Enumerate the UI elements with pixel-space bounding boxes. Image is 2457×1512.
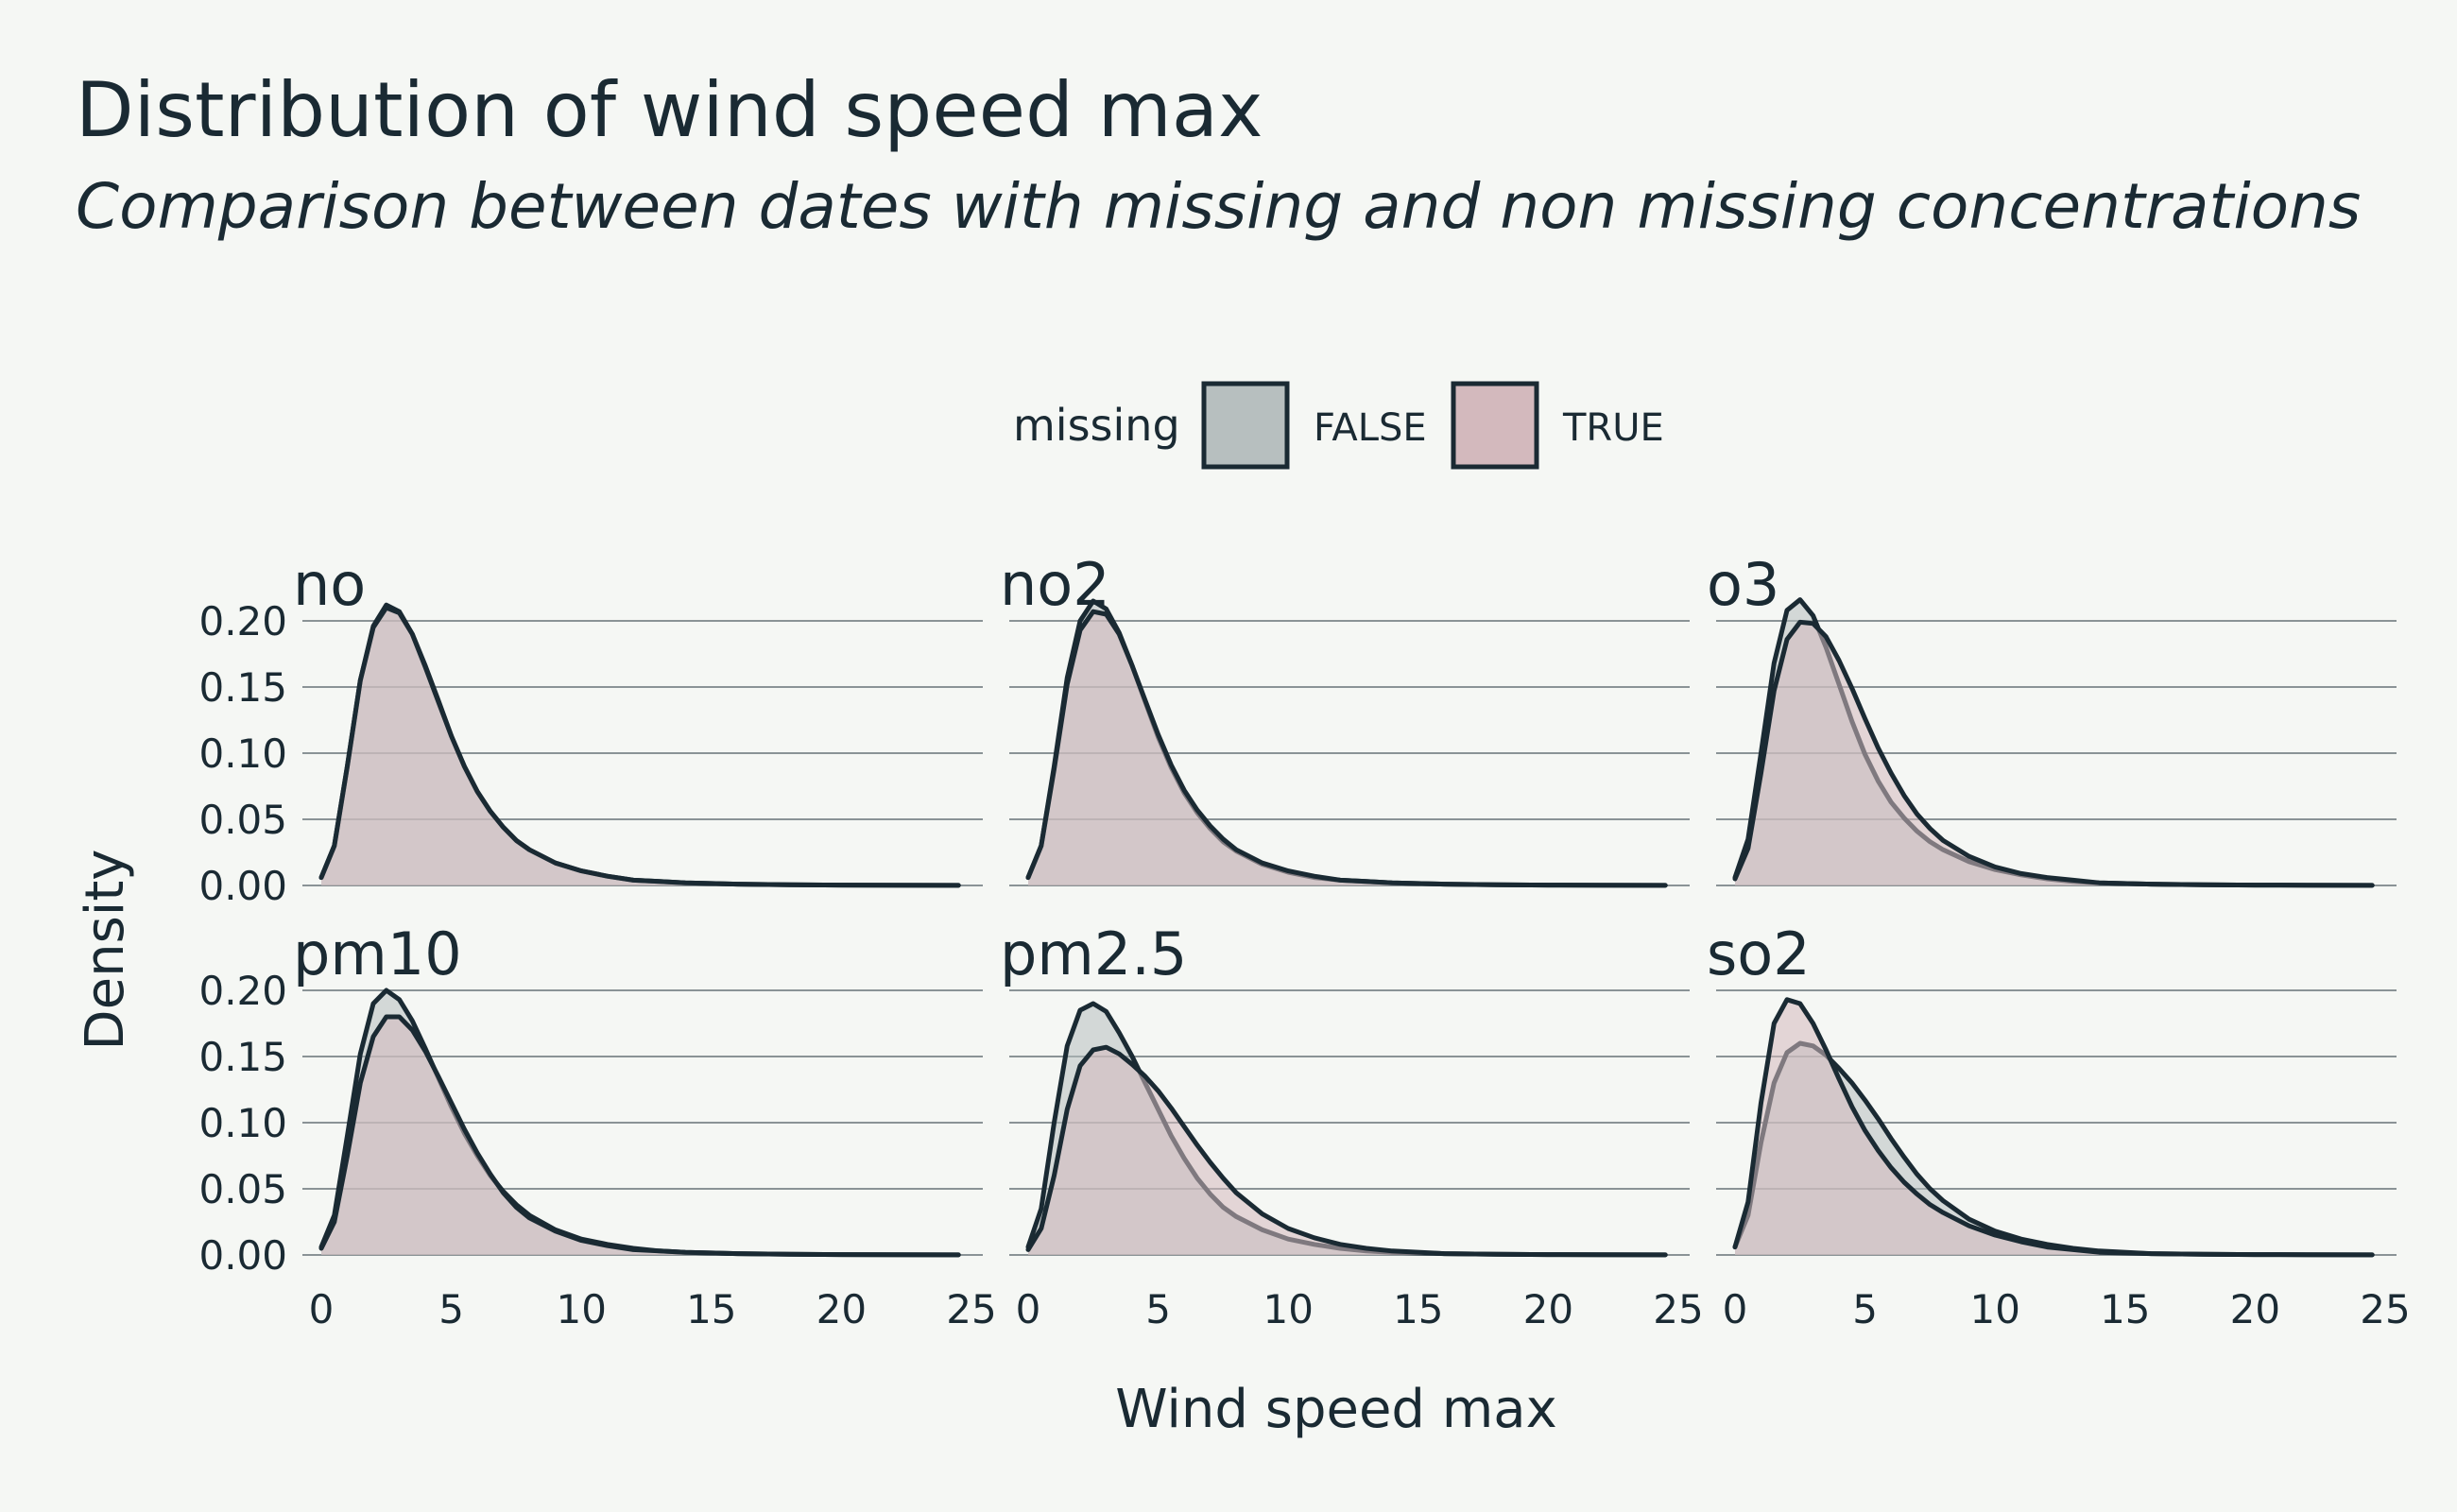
x-tick-label: 10 xyxy=(1263,1286,1313,1332)
x-tick-label: 15 xyxy=(1393,1286,1443,1332)
chart-subtitle: Comparison between dates with missing an… xyxy=(76,170,2362,243)
density-area-no2-true xyxy=(1028,611,1666,885)
legend-key-true xyxy=(1451,381,1539,470)
x-tick-label: 25 xyxy=(946,1286,996,1332)
density-line-no-true xyxy=(318,605,961,888)
x-tick-label: 25 xyxy=(1653,1286,1703,1332)
density-line-o3-true xyxy=(1732,619,2375,888)
density-area-o3-true xyxy=(1735,622,2373,885)
x-tick-label: 5 xyxy=(1145,1286,1171,1332)
y-tick-label: 0.00 xyxy=(198,1232,287,1279)
density-line-so2-true xyxy=(1732,997,2375,1258)
density-area-pm10-true xyxy=(321,1017,959,1255)
x-tick-label: 0 xyxy=(1723,1286,1748,1332)
facet-title-pm2-5: pm2.5 xyxy=(1000,919,1187,988)
y-tick-label: 0.05 xyxy=(198,1166,287,1212)
facet-title-o3: o3 xyxy=(1707,550,1779,619)
x-tick-label: 5 xyxy=(438,1286,464,1332)
x-tick-label: 15 xyxy=(2100,1286,2150,1332)
y-axis-title: Density xyxy=(75,850,136,1051)
x-tick-label: 15 xyxy=(686,1286,736,1332)
density-line-no2-true xyxy=(1025,609,1668,888)
x-tick-label: 0 xyxy=(309,1286,335,1332)
x-tick-label: 20 xyxy=(1523,1286,1573,1332)
legend-label-false: FALSE xyxy=(1314,406,1427,450)
legend-key-false xyxy=(1201,381,1290,470)
x-tick-label: 25 xyxy=(2360,1286,2410,1332)
facet-title-so2: so2 xyxy=(1707,919,1811,988)
density-line-pm10-true xyxy=(318,1014,961,1258)
y-tick-label: 0.05 xyxy=(198,797,287,843)
y-tick-label: 0.10 xyxy=(198,1100,287,1146)
x-tick-label: 20 xyxy=(816,1286,867,1332)
legend-title: missing xyxy=(1013,400,1180,451)
y-tick-label: 0.20 xyxy=(198,598,287,644)
x-tick-label: 20 xyxy=(2230,1286,2280,1332)
y-tick-label: 0.15 xyxy=(198,664,287,711)
density-area-no-true xyxy=(321,608,959,885)
facet-title-pm10: pm10 xyxy=(293,919,462,988)
density-line-pm2-5-true xyxy=(1025,1044,1668,1258)
x-tick-label: 0 xyxy=(1016,1286,1041,1332)
x-tick-label: 10 xyxy=(1969,1286,2019,1332)
legend-label-true: TRUE xyxy=(1562,406,1664,450)
x-tick-label: 10 xyxy=(556,1286,606,1332)
chart-title: Distribution of wind speed max xyxy=(76,66,1263,154)
facet-title-no: no xyxy=(293,550,366,619)
density-area-pm2-5-true xyxy=(1028,1047,1666,1255)
y-tick-label: 0.00 xyxy=(198,863,287,909)
density-area-so2-true xyxy=(1735,999,2373,1255)
y-tick-label: 0.15 xyxy=(198,1034,287,1080)
x-tick-label: 5 xyxy=(1852,1286,1878,1332)
y-tick-label: 0.20 xyxy=(198,968,287,1014)
x-axis-title: Wind speed max xyxy=(1115,1379,1557,1440)
y-tick-label: 0.10 xyxy=(198,730,287,777)
